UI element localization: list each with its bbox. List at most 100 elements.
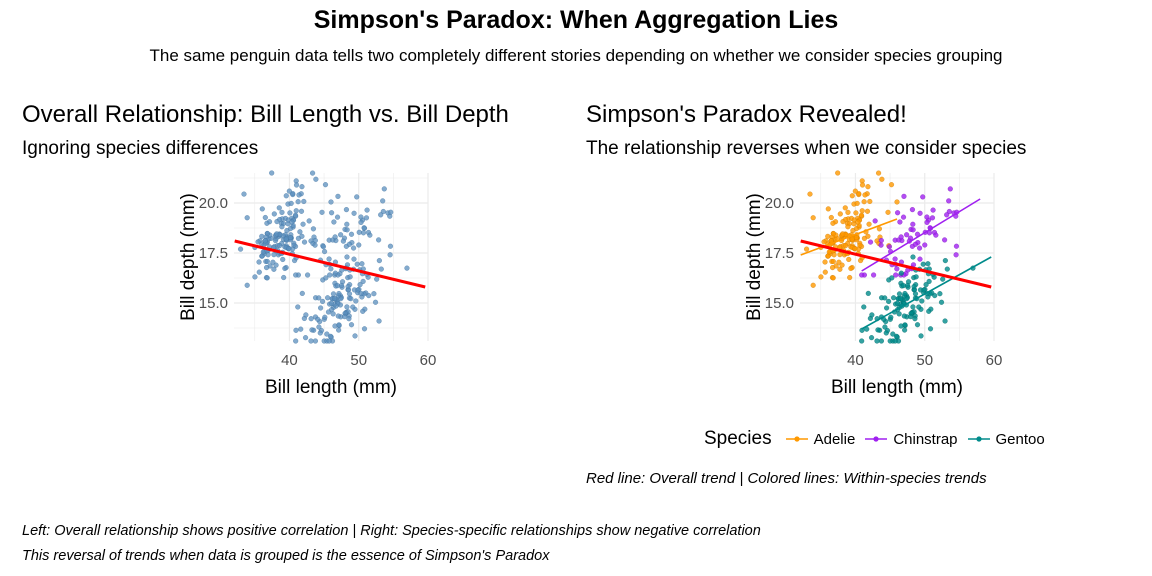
trend-line-note: Red line: Overall trend | Colored lines:… xyxy=(586,470,987,487)
data-point xyxy=(310,226,317,232)
data-point xyxy=(283,236,289,242)
data-point-gentoo xyxy=(893,333,900,340)
caption-line-2: This reversal of trends when data is gro… xyxy=(22,548,550,564)
data-point-gentoo xyxy=(923,281,929,288)
data-point xyxy=(316,324,322,330)
data-point-chinstrap xyxy=(912,241,919,247)
data-point xyxy=(354,261,360,267)
legend-label-chinstrap: Chinstrap xyxy=(893,430,958,448)
data-point-gentoo xyxy=(898,270,904,276)
data-point xyxy=(330,291,337,297)
left-panel-subtitle: Ignoring species differences xyxy=(22,138,259,159)
data-point xyxy=(288,200,294,207)
data-point-adelie xyxy=(837,211,843,217)
data-point xyxy=(293,272,299,278)
data-point xyxy=(372,299,379,305)
data-point xyxy=(332,270,338,276)
data-point-gentoo xyxy=(910,254,916,260)
data-point xyxy=(335,193,341,200)
data-point-gentoo xyxy=(904,282,911,289)
legend-label-adelie: Adelie xyxy=(813,430,856,448)
data-point-gentoo xyxy=(890,295,897,301)
data-point xyxy=(356,242,362,248)
data-point-gentoo xyxy=(910,304,916,310)
data-point xyxy=(308,338,314,344)
data-point-adelie xyxy=(821,239,827,245)
data-point xyxy=(361,225,367,231)
data-point-adelie xyxy=(861,199,867,205)
data-point-gentoo xyxy=(882,295,888,301)
data-point-chinstrap xyxy=(910,227,916,233)
data-point xyxy=(364,207,370,213)
data-point-chinstrap xyxy=(920,194,926,200)
data-point xyxy=(271,266,277,272)
data-point xyxy=(281,274,287,281)
data-point xyxy=(252,274,258,280)
data-point-chinstrap xyxy=(933,232,939,238)
data-point-gentoo xyxy=(942,318,948,324)
data-point xyxy=(319,298,326,305)
x-tick-label: 60 xyxy=(420,352,437,369)
data-point xyxy=(276,242,283,249)
data-point-gentoo xyxy=(896,311,902,317)
data-point xyxy=(276,205,282,211)
data-point-adelie xyxy=(858,212,865,218)
y-axis-label: Bill depth (mm) xyxy=(178,193,199,321)
y-tick-label: 17.5 xyxy=(765,245,794,262)
data-point-chinstrap xyxy=(909,206,916,213)
data-point xyxy=(374,276,380,282)
data-point xyxy=(337,232,344,238)
data-point-chinstrap xyxy=(886,244,893,250)
data-point-chinstrap xyxy=(872,218,878,224)
data-point xyxy=(387,243,394,249)
data-point-gentoo xyxy=(902,290,908,297)
y-tick-label: 15.0 xyxy=(199,295,228,312)
data-point xyxy=(367,232,373,238)
data-point-gentoo xyxy=(919,298,925,304)
data-point xyxy=(331,295,338,302)
data-point-gentoo xyxy=(883,305,890,311)
data-point xyxy=(333,303,339,309)
data-point xyxy=(363,215,370,221)
data-point xyxy=(319,209,325,215)
data-point-adelie xyxy=(830,220,836,226)
data-point xyxy=(306,218,312,224)
data-point xyxy=(293,327,299,333)
data-point xyxy=(298,208,305,214)
data-point xyxy=(331,219,337,225)
data-point-adelie xyxy=(810,282,816,288)
data-point xyxy=(259,233,265,240)
data-point-adelie xyxy=(835,170,841,176)
data-point-gentoo xyxy=(940,276,946,282)
data-point xyxy=(321,248,328,255)
data-point xyxy=(293,182,300,188)
data-point xyxy=(312,237,318,244)
data-point xyxy=(322,314,328,320)
data-point xyxy=(263,264,270,271)
data-point-adelie xyxy=(894,199,900,205)
data-point xyxy=(282,265,288,272)
data-point-adelie xyxy=(875,170,882,176)
data-point-chinstrap xyxy=(870,272,877,278)
data-point xyxy=(255,239,261,245)
data-point-gentoo xyxy=(907,314,914,320)
x-axis-label: Bill length (mm) xyxy=(265,377,397,398)
data-point-gentoo xyxy=(918,333,924,339)
data-point xyxy=(272,237,279,244)
data-point-adelie xyxy=(842,242,849,249)
data-point xyxy=(344,304,350,310)
data-point-adelie xyxy=(846,256,852,263)
data-point xyxy=(264,231,271,237)
data-point xyxy=(295,304,301,310)
data-point-gentoo xyxy=(859,338,865,344)
data-point xyxy=(343,206,350,213)
data-point xyxy=(283,193,289,199)
data-point-gentoo xyxy=(868,335,875,341)
data-point xyxy=(313,176,319,182)
data-point-gentoo xyxy=(921,287,927,293)
data-point-adelie xyxy=(822,269,828,275)
x-tick-label: 40 xyxy=(281,352,298,369)
data-point xyxy=(299,184,305,190)
left-panel-title: Overall Relationship: Bill Length vs. Bi… xyxy=(22,101,509,128)
plot-area xyxy=(234,170,429,344)
